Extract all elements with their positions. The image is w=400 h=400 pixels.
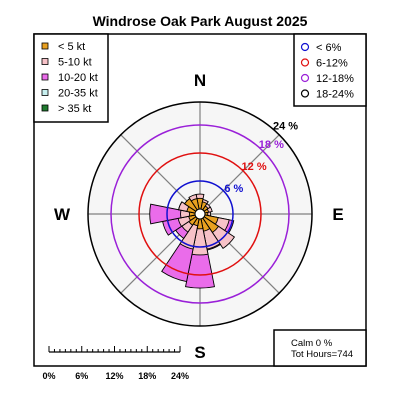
chart-title: Windrose Oak Park August 2025: [93, 13, 308, 29]
scale-label-4: 24%: [171, 371, 189, 381]
freq-swatch-0: [300, 42, 310, 52]
ring-labels: 6 % 12 % 18 % 24 %: [224, 121, 298, 195]
ring-label-6: 6 %: [224, 183, 243, 195]
scale-label-1: 6%: [75, 371, 88, 381]
speed-label-2: 10-20 kt: [58, 72, 98, 84]
speed-legend: < 5 kt 5-10 kt 10-20 kt 20-35 kt > 35 kt: [33, 33, 109, 123]
frequency-rings: [87, 101, 313, 327]
spoke-315: [120, 134, 197, 211]
freq-label-2: 12-18%: [316, 73, 354, 85]
frequency-legend: < 6% 6-12% 12-18% 18-24%: [293, 33, 367, 107]
ring-label-18: 18 %: [259, 139, 284, 151]
rose-petals: [149, 193, 236, 289]
speed-label-0: < 5 kt: [58, 41, 85, 53]
freq-swatch-3: [300, 89, 310, 98]
speed-swatch-0: [41, 42, 49, 50]
compass-south: S: [194, 343, 205, 362]
freq-label-0: < 6%: [316, 42, 342, 54]
ring-label-24: 24 %: [273, 121, 298, 133]
plot-frame: [33, 33, 367, 367]
speed-label-4: > 35 kt: [58, 103, 91, 115]
ring-24: [87, 101, 313, 327]
total-hours-label: Tot Hours=744: [291, 349, 353, 360]
freq-swatch-2: [300, 73, 310, 83]
calm-box: Calm 0 % Tot Hours=744: [273, 329, 367, 367]
compass-west: W: [54, 205, 71, 224]
ring-label-12: 12 %: [242, 161, 267, 173]
speed-swatch-1: [41, 58, 49, 65]
calm-label: Calm 0 %: [291, 338, 333, 349]
speed-swatch-2: [41, 73, 49, 81]
compass-east: E: [332, 205, 343, 224]
freq-label-1: 6-12%: [316, 58, 348, 70]
petal-270-bin-2: [149, 203, 201, 225]
compass-north: N: [194, 71, 206, 90]
speed-swatch-3: [41, 89, 49, 96]
scale-label-3: 18%: [138, 371, 156, 381]
speed-swatch-4: [41, 104, 49, 112]
freq-label-3: 18-24%: [316, 89, 354, 101]
freq-swatch-1: [300, 58, 310, 67]
scale-label-0: 0%: [42, 371, 55, 381]
speed-label-3: 20-35 kt: [58, 88, 98, 100]
scale-bar: 0% 6% 12% 18% 24%: [42, 346, 189, 381]
ring-18: [110, 124, 290, 304]
speed-label-1: 5-10 kt: [58, 57, 92, 69]
calm-center: [194, 208, 206, 220]
spoke-45: [203, 134, 280, 211]
ring-12: [138, 152, 262, 276]
scale-label-2: 12%: [105, 371, 123, 381]
ring-6: [166, 180, 234, 248]
